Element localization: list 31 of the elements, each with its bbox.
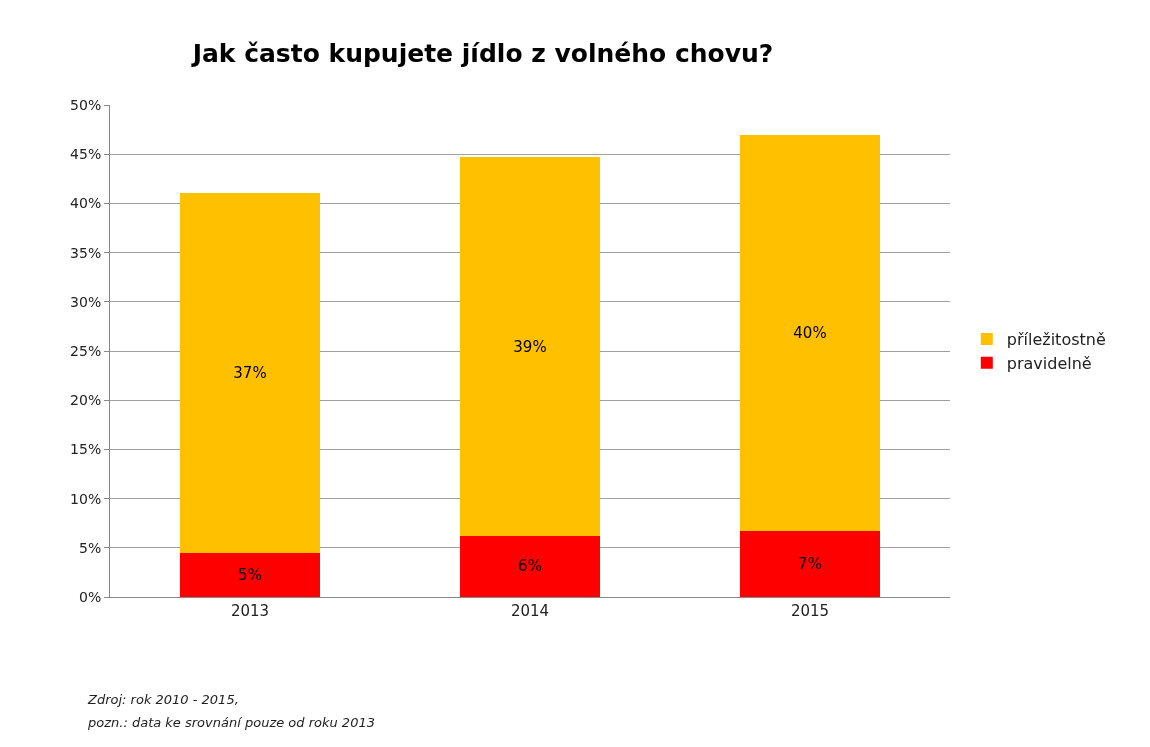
x-tick-label: 2014 [510, 602, 550, 620]
text: pozn.: data ke srovnání pouze od roku 2013 [87, 715, 375, 730]
text: Zdroj: rok 2010 - 2015, [87, 692, 239, 707]
bar [180, 552, 320, 597]
data-label: 5% [238, 565, 262, 584]
y-tick-label: 50% [70, 96, 102, 113]
y-tick-label: 5% [78, 539, 102, 556]
y-tick-label: 0% [78, 588, 102, 605]
bar [740, 531, 880, 597]
legend-label: příležitostně [1006, 330, 1106, 350]
data-label: 39% [513, 337, 547, 356]
data-label: 37% [233, 363, 267, 382]
chart-title: Jak často kupujete jídlo z volného chovu? [190, 39, 774, 69]
y-tick-label: 40% [70, 195, 102, 212]
y-tick-label: 30% [70, 293, 102, 310]
legend-label: pravidelně [1006, 353, 1092, 373]
bar [740, 134, 880, 532]
x-tick-label: 2015 [790, 602, 830, 620]
x-tick-label: 2013 [230, 602, 270, 620]
y-tick-label: 45% [70, 146, 102, 163]
bar [180, 192, 320, 553]
y-tick-label: 10% [70, 490, 102, 507]
y-tick-label: 20% [70, 392, 102, 409]
bar [460, 535, 600, 597]
data-label: 40% [793, 323, 827, 342]
data-label: 7% [798, 555, 822, 574]
y-tick-label: 25% [70, 342, 102, 359]
y-tick-label: 35% [70, 244, 102, 261]
bar [460, 157, 600, 536]
y-tick-label: 15% [70, 441, 102, 458]
data-label: 6% [518, 557, 542, 576]
